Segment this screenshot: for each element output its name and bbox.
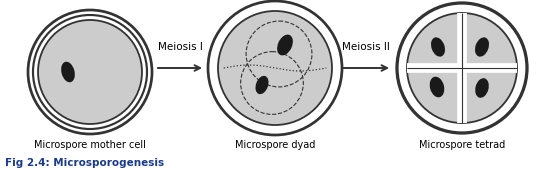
Text: Meiosis II: Meiosis II [342,42,390,52]
Text: Microspore mother cell: Microspore mother cell [34,140,146,150]
Ellipse shape [255,76,268,94]
Circle shape [218,11,332,125]
Circle shape [28,10,152,134]
Ellipse shape [475,37,489,57]
Circle shape [407,13,517,123]
Ellipse shape [430,77,444,97]
Circle shape [208,1,342,135]
Ellipse shape [431,37,445,57]
Circle shape [33,15,147,129]
Ellipse shape [475,78,489,98]
Circle shape [38,20,142,124]
Text: Fig 2.4: Microsporogenesis: Fig 2.4: Microsporogenesis [5,158,164,168]
Text: Microspore dyad: Microspore dyad [235,140,315,150]
Circle shape [397,3,527,133]
Text: Microspore tetrad: Microspore tetrad [419,140,505,150]
Text: Meiosis I: Meiosis I [157,42,202,52]
Ellipse shape [277,35,293,55]
Ellipse shape [61,62,75,82]
